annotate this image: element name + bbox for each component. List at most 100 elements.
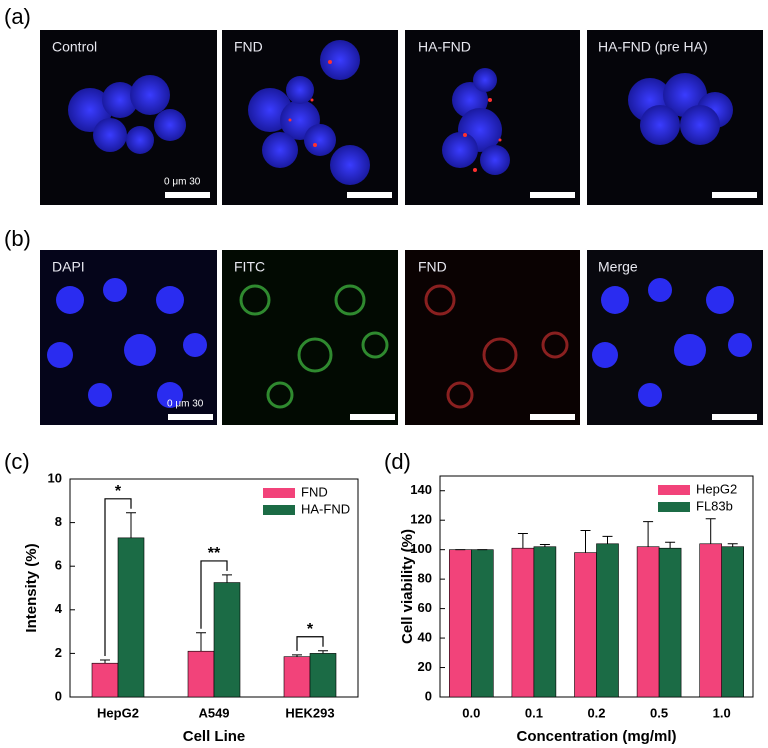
error-bar	[539, 544, 550, 547]
panel-label: (b)	[4, 226, 31, 251]
error-bar	[665, 541, 676, 549]
fnd-spots	[288, 60, 332, 147]
bar	[636, 546, 660, 698]
nuclei	[47, 278, 207, 408]
error-bar	[196, 632, 206, 652]
x-tick-label: 0.0	[462, 705, 480, 720]
y-tick-label: 6	[55, 558, 62, 573]
error-bar	[292, 654, 302, 657]
y-tick-label: 2	[55, 645, 62, 660]
y-tick-label: 140	[410, 482, 432, 497]
micrograph	[222, 250, 398, 425]
legend-label: HepG2	[696, 481, 737, 496]
micrograph	[405, 250, 580, 425]
bar	[283, 656, 311, 698]
significance-bracket	[104, 498, 132, 656]
fnd-spots	[463, 98, 502, 172]
y-tick-label: 10	[48, 470, 62, 485]
x-tick-label: 1.0	[713, 705, 731, 720]
y-tick-label: 8	[55, 514, 62, 529]
nuclei	[592, 278, 752, 407]
y-tick-label: 60	[418, 600, 432, 615]
y-tick-label: 0	[425, 688, 432, 703]
bar	[91, 662, 119, 698]
x-axis-label: Concentration (mg/ml)	[517, 728, 677, 745]
bar	[470, 549, 494, 698]
legend-label: FND	[301, 484, 328, 499]
significance: *	[115, 483, 122, 500]
image-label: FND	[234, 39, 263, 55]
cells	[68, 75, 186, 154]
bar	[511, 547, 535, 698]
panel-label: (d)	[384, 449, 411, 474]
error-bar	[222, 574, 232, 583]
bar	[699, 543, 723, 698]
error-bar	[100, 659, 110, 664]
scale-label: 0 μm 30	[167, 399, 204, 410]
legend-swatch	[263, 488, 295, 498]
legend-label: FL83b	[696, 498, 733, 513]
bar	[448, 549, 472, 698]
image-label: HA-FND (pre HA)	[598, 39, 708, 55]
scale-bar	[165, 192, 210, 198]
y-tick-label: 80	[418, 571, 432, 586]
bar	[117, 537, 145, 698]
error-bar	[602, 535, 613, 544]
scale-bar	[168, 414, 213, 420]
error-bar	[727, 543, 738, 547]
scale-bar	[350, 414, 395, 420]
y-tick-label: 100	[410, 541, 432, 556]
image-label: Control	[52, 39, 97, 55]
legend-label: HA-FND	[301, 501, 350, 516]
x-tick-label: HEK293	[285, 705, 334, 720]
error-bar	[126, 512, 136, 538]
x-tick-label: A549	[198, 705, 229, 720]
green-signal	[239, 284, 389, 409]
bar	[574, 552, 597, 698]
legend-swatch	[263, 505, 295, 515]
error-bar	[705, 518, 716, 544]
bar	[533, 546, 557, 698]
image-row-b: 0 μm 30 DAPI FITC FND Merge	[40, 250, 763, 425]
panel-label: (a)	[4, 4, 31, 29]
x-tick-label: HepG2	[97, 705, 139, 720]
y-axis-label: Cell viability (%)	[399, 529, 416, 644]
image-label: FITC	[234, 259, 265, 275]
error-bar	[318, 650, 328, 654]
significance: *	[307, 621, 314, 638]
y-tick-label: 4	[55, 601, 63, 616]
y-axis-label: Intensity (%)	[23, 543, 40, 632]
bar	[187, 650, 215, 698]
bar	[658, 547, 682, 698]
x-tick-label: 0.5	[650, 705, 668, 720]
error-bar	[643, 521, 654, 547]
x-axis-label: Cell Line	[183, 728, 246, 745]
scale-bar	[712, 192, 757, 198]
x-tick-label: 0.1	[525, 705, 543, 720]
error-bar	[517, 532, 528, 549]
y-tick-label: 20	[418, 659, 432, 674]
image-label: DAPI	[52, 259, 85, 275]
scale-bar	[712, 414, 757, 420]
scale-label: 0 μm 30	[164, 177, 201, 188]
legend-swatch	[658, 485, 690, 495]
image-label: HA-FND	[418, 39, 471, 55]
y-tick-label: 0	[55, 688, 62, 703]
legend-swatch	[658, 502, 690, 512]
significance-bracket	[200, 560, 228, 629]
scale-bar	[530, 192, 575, 198]
red-signal	[424, 284, 569, 409]
image-label: Merge	[598, 259, 638, 275]
y-tick-label: 40	[418, 630, 432, 645]
scale-bar	[347, 192, 392, 198]
image-label: FND	[418, 259, 447, 275]
cells	[442, 68, 510, 175]
image-row-a: 0 μm 30 Control FND HA-FND HA-FND (pre H…	[40, 30, 763, 205]
significance: **	[208, 545, 221, 562]
panel-label: (c)	[4, 449, 30, 474]
x-tick-label: 0.2	[587, 705, 605, 720]
error-bar	[580, 530, 591, 553]
bar	[721, 546, 745, 698]
